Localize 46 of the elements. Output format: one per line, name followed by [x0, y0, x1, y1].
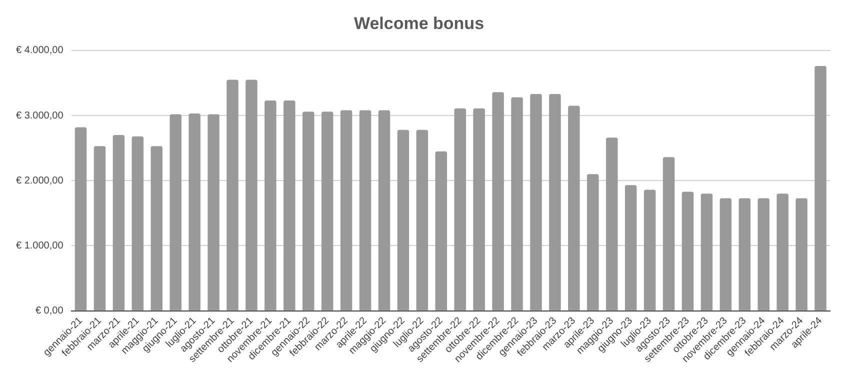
bar	[435, 151, 448, 310]
y-tick-label: € 4.000,00	[16, 45, 64, 56]
bar	[246, 80, 258, 310]
bar	[284, 100, 296, 310]
bar	[644, 190, 656, 310]
bar	[568, 106, 580, 310]
bar	[112, 135, 125, 310]
bar	[796, 198, 808, 310]
bar	[549, 94, 561, 310]
bar	[302, 112, 314, 310]
bar	[511, 97, 523, 310]
bar	[340, 110, 352, 310]
bar	[321, 112, 334, 310]
y-tick-label: € 3.000,00	[16, 110, 64, 122]
bar	[378, 110, 390, 310]
bar	[208, 114, 220, 310]
bar	[624, 185, 637, 310]
bar	[492, 92, 504, 310]
bar	[473, 108, 485, 310]
bar	[720, 198, 732, 310]
bar	[682, 192, 694, 310]
bar	[188, 114, 200, 310]
bar	[606, 138, 618, 310]
bar	[738, 198, 751, 310]
bar	[662, 157, 675, 310]
bar	[94, 146, 106, 310]
y-tick-label: € 2.000,00	[16, 175, 64, 186]
y-tick-label: € 1.000,00	[16, 240, 64, 252]
bar	[814, 66, 826, 310]
bar	[132, 136, 144, 310]
bar	[700, 194, 713, 310]
bar	[264, 100, 276, 310]
bar	[758, 198, 770, 310]
bar	[454, 108, 466, 310]
bar	[587, 174, 599, 310]
y-tick-label: € 0,00	[35, 306, 64, 317]
bar	[74, 127, 87, 310]
bar	[397, 130, 410, 310]
bar	[170, 114, 182, 310]
bar	[530, 94, 542, 310]
bar	[226, 80, 238, 310]
bar	[776, 194, 788, 310]
chart-title: Welcome bonus	[354, 14, 484, 33]
bar	[416, 130, 428, 310]
bar	[150, 146, 163, 310]
bar	[359, 110, 372, 310]
